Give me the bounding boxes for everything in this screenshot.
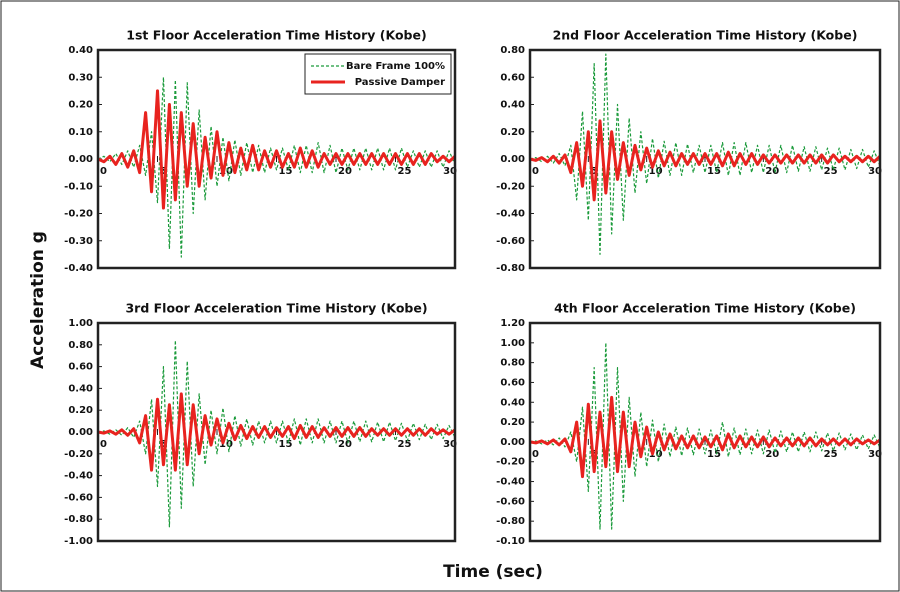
- x-tick-label: 0: [100, 439, 107, 450]
- y-tick-label: 0.00: [500, 437, 525, 448]
- x-axis-title: Time (sec): [443, 562, 543, 582]
- x-tick-label: 15: [279, 166, 293, 177]
- x-tick-label: 15: [707, 166, 721, 177]
- x-tick-label: 20: [338, 166, 352, 177]
- y-tick-label: 0.30: [68, 72, 93, 83]
- x-tick-label: 10: [649, 166, 663, 177]
- x-tick-label: 30: [443, 166, 457, 177]
- y-tick-label: -0.20: [64, 209, 93, 220]
- y-tick-label: -1.00: [64, 536, 93, 547]
- y-tick-label: -0.10: [64, 181, 93, 192]
- y-tick-label: 0.20: [68, 405, 93, 416]
- x-tick-label: 25: [398, 166, 412, 177]
- y-tick-label: -0.40: [496, 209, 525, 220]
- x-tick-label: 10: [219, 166, 233, 177]
- series-line: [97, 76, 456, 258]
- x-tick-label: 0: [532, 166, 539, 177]
- y-tick-label: -0.30: [64, 236, 93, 247]
- x-tick-label: 0: [100, 166, 107, 177]
- series-line: [529, 342, 881, 530]
- y-tick-label: -0.40: [64, 471, 93, 482]
- y-tick-label: -0.40: [64, 263, 93, 274]
- y-tick-label: 0.40: [68, 383, 93, 394]
- x-tick-label: 30: [868, 166, 882, 177]
- y-tick-label: 0.40: [500, 397, 525, 408]
- series-line: [529, 119, 882, 202]
- x-tick-label: 30: [443, 439, 457, 450]
- x-tick-label: 25: [398, 439, 412, 450]
- y-tick-label: -0.60: [64, 492, 93, 503]
- y-tick-label: 0.80: [500, 358, 525, 369]
- y-tick-label: -0.60: [496, 496, 525, 507]
- plot-border: [528, 48, 882, 270]
- x-tick-label: 10: [649, 449, 663, 460]
- y-tick-label: 0.00: [68, 154, 93, 165]
- legend-box: [304, 53, 452, 95]
- series-line: [97, 392, 456, 472]
- y-tick-label: -0.80: [496, 263, 525, 274]
- x-tick-label: 25: [824, 166, 838, 177]
- y-tick-label: -0.80: [496, 516, 525, 527]
- x-tick-label: 15: [707, 449, 721, 460]
- panel-title: 1st Floor Acceleration Time History (Kob…: [126, 28, 426, 43]
- legend-label: Bare Frame 100%: [346, 61, 445, 72]
- y-tick-label: 0.40: [68, 45, 93, 56]
- series-line: [97, 89, 457, 210]
- y-tick-label: 0.00: [68, 427, 93, 438]
- y-tick-label: 1.20: [500, 318, 525, 329]
- plot-border: [96, 321, 457, 543]
- y-tick-label: 0.60: [68, 362, 93, 373]
- x-tick-label: 5: [590, 166, 597, 177]
- x-tick-label: 20: [765, 449, 779, 460]
- y-tick-label: 0.60: [500, 72, 525, 83]
- plot-border: [528, 321, 882, 543]
- x-tick-label: 0: [532, 449, 539, 460]
- y-tick-label: 0.10: [68, 127, 93, 138]
- y-tick-label: 0.80: [68, 340, 93, 351]
- y-tick-label: -0.10: [496, 536, 525, 547]
- x-tick-label: 20: [765, 166, 779, 177]
- x-tick-label: 10: [219, 439, 233, 450]
- x-tick-label: 25: [824, 449, 838, 460]
- x-tick-label: 20: [338, 439, 352, 450]
- y-tick-label: -0.20: [496, 457, 525, 468]
- series-line: [97, 339, 456, 528]
- plot-border: [96, 48, 457, 270]
- y-tick-label: 0.40: [500, 100, 525, 111]
- y-tick-label: 0.20: [500, 417, 525, 428]
- y-tick-label: 0.00: [500, 154, 525, 165]
- y-tick-label: 0.20: [500, 127, 525, 138]
- y-tick-label: 0.80: [500, 45, 525, 56]
- y-tick-label: -0.20: [64, 449, 93, 460]
- x-tick-label: 15: [279, 439, 293, 450]
- panel-title: 3rd Floor Acceleration Time History (Kob…: [125, 301, 427, 316]
- y-tick-label: 0.20: [68, 100, 93, 111]
- y-tick-label: -0.40: [496, 477, 525, 488]
- y-tick-label: -0.20: [496, 181, 525, 192]
- x-tick-label: 30: [868, 449, 882, 460]
- panel-title: 2nd Floor Acceleration Time History (Kob…: [553, 28, 858, 43]
- y-tick-label: 1.00: [68, 318, 93, 329]
- panel-title: 4th Floor Acceleration Time History (Kob…: [554, 301, 856, 316]
- y-tick-label: 1.00: [500, 338, 525, 349]
- y-tick-label: -0.60: [496, 236, 525, 247]
- y-tick-label: -0.80: [64, 514, 93, 525]
- legend-label: Passive Damper: [355, 77, 445, 88]
- y-axis-title: Acceleration g: [28, 231, 48, 369]
- y-tick-label: 0.60: [500, 377, 525, 388]
- series-line: [529, 395, 881, 479]
